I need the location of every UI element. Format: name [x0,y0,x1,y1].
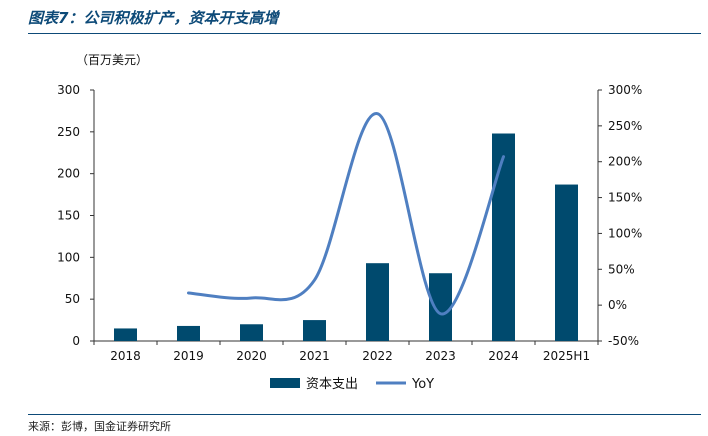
bar-series [114,133,578,341]
x-tick-label: 2025H1 [543,349,590,363]
right-tick-label: 300% [608,83,642,97]
right-tick-label: 200% [608,155,642,169]
left-tick-label: 300 [57,83,80,97]
x-axis: 2018 2019 2020 2021 2022 2023 2024 2025H1 [93,340,599,363]
right-tick-label: -50% [608,334,639,348]
x-tick-label: 2024 [488,349,519,363]
bar-2019 [177,325,200,341]
legend-line-label: YoY [411,377,434,392]
left-tick-label: 250 [57,125,80,139]
x-tick-label: 2020 [236,349,267,363]
x-tick-label: 2018 [110,349,141,363]
source-note: 来源：彭博，国金证券研究所 [28,420,171,433]
legend-bar-label: 资本支出 [306,377,358,392]
bar-2022 [366,263,389,341]
left-axis: 0 50 100 150 200 250 300 [57,83,95,348]
left-tick-label: 200 [57,167,80,181]
right-axis: -50% 0% 50% 100% 150% 200% 250% 300% [597,83,642,348]
right-tick-label: 50% [608,262,635,276]
bar-2023 [429,273,452,341]
right-tick-label: 100% [608,226,642,240]
source-divider [28,414,701,415]
legend-bar-swatch [270,378,300,388]
figure-title: 图表7：公司积极扩产，资本开支高增 [28,9,279,27]
bar-2018 [114,328,137,341]
line-series [187,112,505,316]
left-tick-label: 50 [65,292,80,306]
left-tick-label: 150 [57,209,80,223]
left-tick-label: 0 [72,334,80,348]
right-tick-label: 0% [608,298,627,312]
bar-2024 [492,133,515,341]
bar-2025H1 [555,184,578,341]
yoy-line [187,112,505,316]
bar-2020 [240,324,263,341]
legend: 资本支出 YoY [270,377,434,392]
x-tick-label: 2019 [173,349,204,363]
x-tick-label: 2021 [299,349,330,363]
title-divider [28,33,701,34]
x-tick-label: 2022 [362,349,393,363]
bar-2021 [303,320,326,341]
right-tick-label: 150% [608,191,642,205]
unit-label: （百万美元） [76,53,148,67]
right-tick-label: 250% [608,119,642,133]
x-tick-label: 2023 [425,349,456,363]
left-tick-label: 100 [57,250,80,264]
